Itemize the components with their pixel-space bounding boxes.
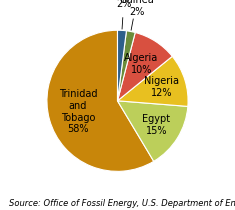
Wedge shape bbox=[118, 31, 135, 101]
Text: Nigeria
12%: Nigeria 12% bbox=[144, 76, 179, 98]
Wedge shape bbox=[118, 101, 188, 161]
Wedge shape bbox=[118, 56, 188, 106]
Wedge shape bbox=[118, 33, 172, 101]
Text: Trinidad
and
Tobago
58%: Trinidad and Tobago 58% bbox=[59, 89, 97, 134]
Wedge shape bbox=[118, 30, 126, 101]
Text: Egypt
15%: Egypt 15% bbox=[142, 114, 171, 136]
Text: Qatar
2%: Qatar 2% bbox=[110, 0, 138, 9]
Wedge shape bbox=[47, 30, 154, 171]
Text: Source: Office of Fossil Energy, U.S. Department of Energy: Source: Office of Fossil Energy, U.S. De… bbox=[9, 199, 235, 208]
Text: Equatorial
Guinea
2%: Equatorial Guinea 2% bbox=[112, 0, 162, 17]
Text: Algeria
10%: Algeria 10% bbox=[124, 53, 158, 75]
